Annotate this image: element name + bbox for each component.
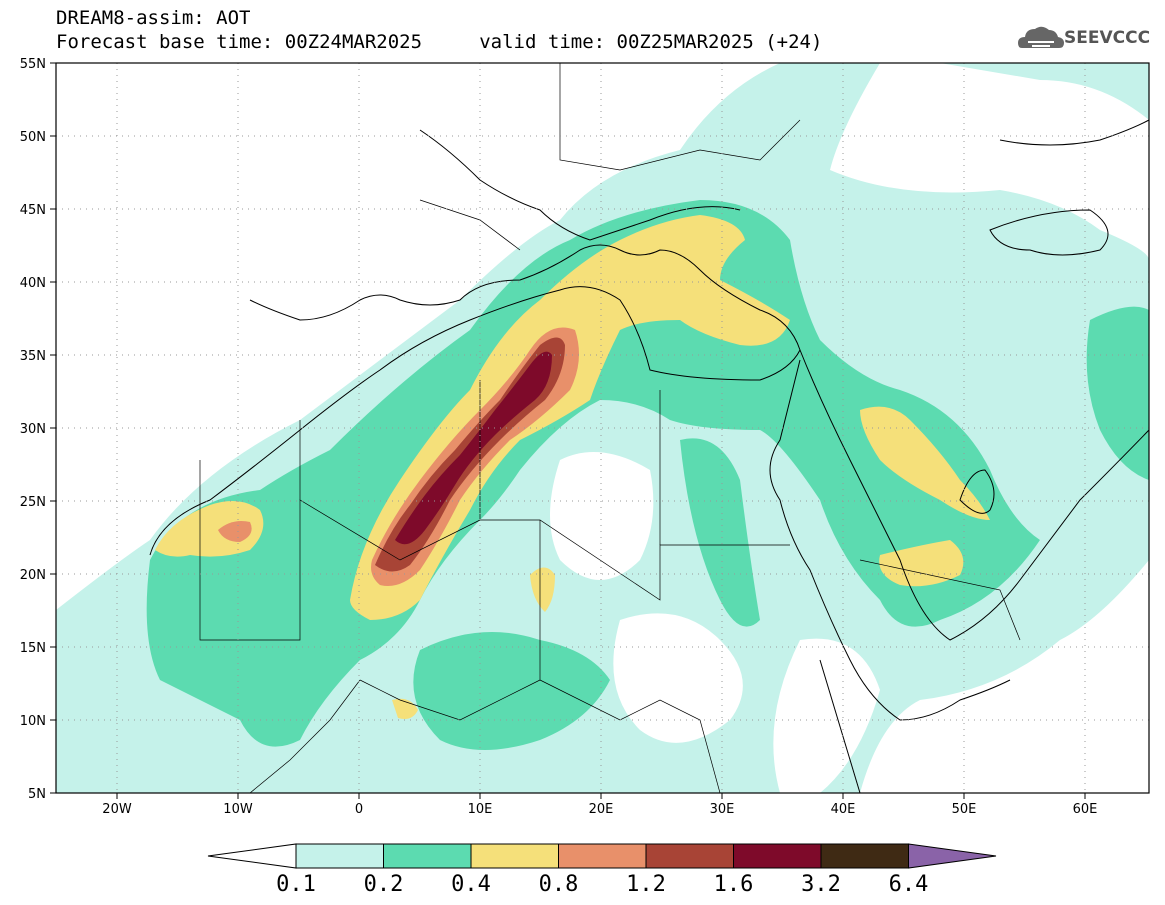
lat-tick-label: 10N [20,714,46,729]
colorbar-segment [820,843,909,869]
colorbar-label: 0.4 [451,872,491,897]
colorbar-label: 1.2 [626,872,666,897]
lon-tick-label: 10E [468,802,493,817]
coastlines [149,119,1149,793]
lon-tick-label: 20W [102,802,132,817]
lat-tick-label: 5N [28,787,46,802]
colorbar-segment [470,843,559,869]
lat-tick-label: 55N [20,57,46,72]
colorbar-segment [558,843,647,869]
lat-tick-label: 35N [20,349,46,364]
aot-level-0.4 [155,215,990,719]
colorbar-label: 6.4 [888,872,929,897]
lon-tick-label: 50E [952,802,977,817]
lat-axis: 55N 50N 45N 40N 35N 30N 25N 20N 15N 10N … [20,57,56,802]
aot-field [56,63,1149,793]
lon-tick-label: 60E [1073,802,1098,817]
colorbar-segment [383,843,472,869]
cloud-logo-icon [1018,26,1064,48]
colorbar [207,843,997,869]
lat-tick-label: 20N [20,568,46,583]
colorbar-segment [645,843,734,869]
lon-tick-label: 10W [223,802,253,817]
lat-tick-label: 30N [20,422,46,437]
colorbar-low-triangle [207,843,297,869]
logo-text: SEEVCCC [1064,28,1151,48]
colorbar-label: 3.2 [801,872,841,897]
lat-tick-label: 45N [20,203,46,218]
lat-tick-label: 15N [20,641,46,656]
map-title: DREAM8-assim: AOT [56,7,251,29]
colorbar-label: 0.1 [276,872,316,897]
time-info: Forecast base time: 00Z24MAR2025 valid t… [56,31,823,53]
lon-tick-label: 20E [589,802,614,817]
lon-axis: 20W 10W 0 10E 20E 30E 40E 50E 60E [102,793,1097,817]
lon-tick-label: 30E [710,802,735,817]
lat-tick-label: 50N [20,130,46,145]
colorbar-label: 0.8 [538,872,579,897]
colorbar-high-triangle [908,843,997,869]
aot-level-1.6 [395,351,552,545]
lon-tick-label: 40E [831,802,856,817]
lat-tick-label: 25N [20,495,46,510]
lat-tick-label: 40N [20,276,46,291]
colorbar-label: 0.2 [363,872,404,897]
colorbar-segment [295,843,384,869]
colorbar-label: 1.6 [713,872,754,897]
grid-lines [56,63,1149,793]
colorbar-segment [733,843,822,869]
lon-tick-label: 0 [355,802,363,817]
